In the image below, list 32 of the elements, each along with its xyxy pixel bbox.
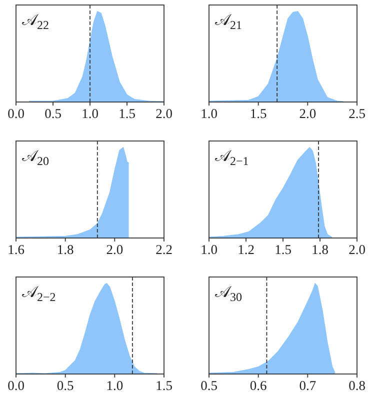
- x-tick-label: 0.0: [8, 106, 25, 121]
- x-tick-label: 1.0: [82, 106, 99, 121]
- x-tick-label: 1.5: [274, 242, 292, 257]
- x-tick-label: 0.6: [250, 378, 268, 393]
- x-tick-label: 1.0: [106, 378, 124, 393]
- x-tick-label: 2.0: [348, 242, 366, 257]
- x-tick-label: 1.0: [200, 106, 218, 121]
- x-tick-label: 2.5: [348, 106, 366, 121]
- annotation: 𝒜$_{2−2}$: [22, 284, 56, 304]
- x-tick-label: 1.5: [156, 378, 173, 393]
- x-tick-label: 1.5: [118, 106, 136, 121]
- x-tick-label: 1.8: [312, 242, 329, 257]
- x-tick-label: 0.0: [8, 378, 25, 393]
- x-tick-label: 1.8: [56, 242, 74, 257]
- x-tick-label: 2.0: [156, 106, 173, 121]
- x-tick-label: 2.2: [156, 242, 172, 257]
- x-tick-label: 0.5: [44, 106, 62, 121]
- x-tick-label: 0.8: [348, 378, 366, 393]
- annotation: 𝒜$_{30}$: [215, 284, 242, 304]
- x-tick-label: 0.5: [200, 378, 218, 393]
- annotation: 𝒜$_{21}$: [215, 12, 242, 32]
- x-tick-label: 1.6: [8, 242, 25, 257]
- x-tick-label: 1.2: [238, 242, 254, 257]
- x-tick-label: 0.7: [299, 378, 316, 393]
- x-tick-label: 1.5: [250, 106, 268, 121]
- x-tick-label: 1.0: [200, 242, 218, 257]
- annotation: 𝒜$_{20}$: [22, 148, 49, 168]
- annotation: 𝒜$_{2−1}$: [215, 148, 249, 168]
- x-tick-label: 0.5: [56, 378, 74, 393]
- x-tick-label: 2.0: [106, 242, 124, 257]
- annotation: 𝒜$_{22}$: [22, 12, 49, 32]
- x-tick-label: 2.0: [299, 106, 316, 121]
